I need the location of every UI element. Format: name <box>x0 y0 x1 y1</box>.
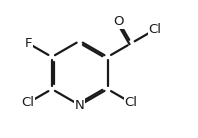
Text: N: N <box>75 99 85 112</box>
Text: Cl: Cl <box>148 23 161 36</box>
Text: Cl: Cl <box>125 96 138 109</box>
Text: O: O <box>114 15 124 28</box>
Text: F: F <box>25 37 32 50</box>
Text: Cl: Cl <box>22 96 35 109</box>
